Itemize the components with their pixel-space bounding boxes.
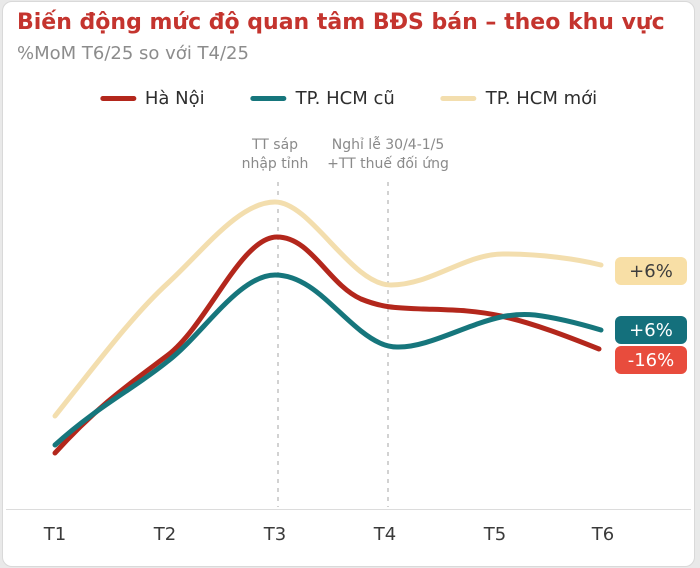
line-chart-plot [52, 182, 604, 507]
x-tick-t4: T4 [373, 524, 397, 545]
x-tick-t6: T6 [591, 524, 615, 545]
annotation-t4-line2: +TT thuế đối ứng [327, 156, 449, 172]
end-label-hcm-cu: +6% [615, 316, 687, 344]
legend: Hà Nội TP. HCM cũ TP. HCM mới [99, 88, 598, 109]
x-tick-t2: T2 [153, 524, 177, 545]
legend-swatch-hcm-moi-icon [440, 96, 477, 101]
series-line-hcm-moi [52, 199, 604, 419]
legend-item-hcm-moi: TP. HCM mới [440, 88, 598, 109]
annotation-t4-line1: Nghỉ lễ 30/4-1/5 [331, 137, 445, 153]
legend-item-hcm-cu: TP. HCM cũ [250, 88, 395, 109]
legend-label-hcm-cu: TP. HCM cũ [295, 88, 395, 109]
x-tick-t3: T3 [263, 524, 287, 545]
annotation-t4-holiday: Nghỉ lễ 30/4-1/5 +TT thuế đối ứng [327, 136, 449, 174]
legend-swatch-hanoi-icon [99, 96, 136, 101]
legend-label-hcm-moi: TP. HCM mới [485, 88, 598, 109]
annotation-t3-line1: TT sáp [251, 137, 299, 153]
chart-subtitle: %MoM T6/25 so với T4/25 [17, 43, 249, 64]
annotation-t3-line2: nhập tỉnh [241, 156, 309, 172]
series-line-hcm-cu [52, 272, 604, 448]
x-tick-t1: T1 [43, 524, 67, 545]
page-title: Biến động mức độ quan tâm BĐS bán – theo… [17, 10, 665, 35]
legend-swatch-hcm-cu-icon [250, 96, 287, 101]
annotation-t3-merger: TT sáp nhập tỉnh [242, 136, 309, 174]
x-axis-line [6, 509, 691, 510]
series-line-hanoi [52, 234, 602, 456]
legend-item-hanoi: Hà Nội [99, 88, 205, 109]
x-tick-t5: T5 [483, 524, 507, 545]
end-label-hcm-moi: +6% [615, 257, 687, 285]
legend-label-hanoi: Hà Nội [144, 88, 205, 109]
end-label-hanoi: -16% [615, 346, 687, 374]
